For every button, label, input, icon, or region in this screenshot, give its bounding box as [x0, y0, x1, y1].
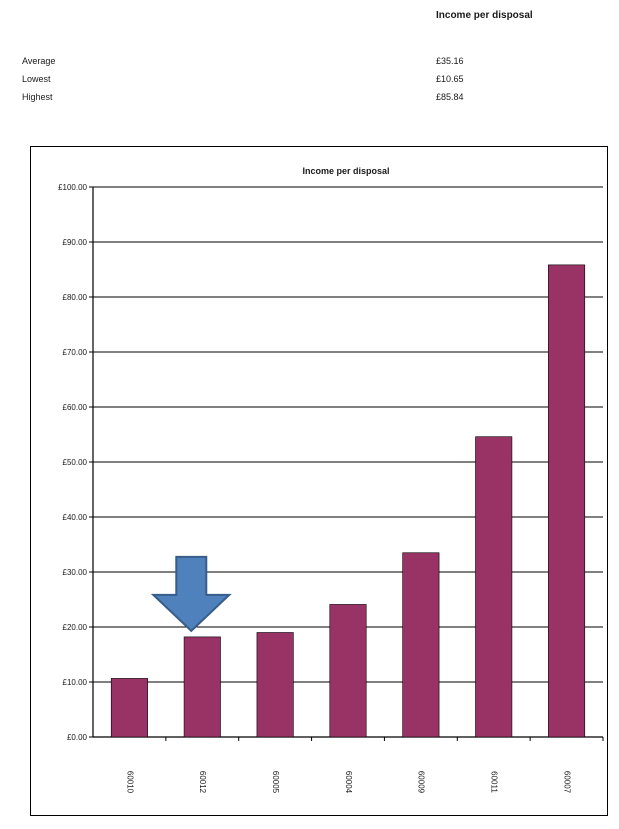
y-tick-label: £100.00	[58, 183, 87, 192]
summary-row-highest: Highest £85.84	[22, 92, 542, 108]
summary-value: £35.16	[436, 56, 464, 66]
x-tick-label: 60004	[344, 771, 353, 794]
y-tick-label: £70.00	[63, 348, 88, 357]
bar	[256, 632, 294, 738]
chart-frame: Income per disposal £0.00 £10.00 £20.00 £30.…	[30, 146, 608, 816]
bar	[548, 264, 586, 738]
y-tick-label: £0.00	[67, 733, 88, 742]
y-tick-label: £60.00	[63, 403, 88, 412]
summary-row-lowest: Lowest £10.65	[22, 74, 542, 90]
x-tick-label: 60011	[490, 771, 499, 793]
x-tick-label: 60005	[271, 771, 280, 794]
bar	[475, 436, 513, 738]
summary-row-average: Average £35.16	[22, 56, 542, 72]
y-tick-label: £20.00	[63, 623, 88, 632]
summary-value: £10.65	[436, 74, 464, 84]
summary-label: Lowest	[22, 74, 51, 84]
bar	[329, 604, 367, 738]
y-tick-label: £30.00	[63, 568, 88, 577]
y-tick-label: £90.00	[63, 238, 88, 247]
x-tick-label: 60009	[417, 771, 426, 794]
y-tick-label: £80.00	[63, 293, 88, 302]
highlight-arrow-icon	[150, 555, 232, 633]
bar	[110, 678, 148, 738]
summary-label: Highest	[22, 92, 53, 102]
summary-title: Income per disposal	[436, 10, 533, 21]
summary-label: Average	[22, 56, 56, 66]
summary-value: £85.84	[436, 92, 464, 102]
bar-chart: Income per disposal £0.00 £10.00 £20.00 £30.…	[58, 166, 604, 794]
x-tick-label: 60010	[125, 771, 134, 794]
y-tick-label: £50.00	[63, 458, 88, 467]
bar	[183, 636, 221, 738]
x-tick-label: 60007	[562, 771, 571, 794]
bar	[402, 552, 440, 738]
y-tick-label: £10.00	[63, 678, 88, 687]
chart-title: Income per disposal	[302, 166, 389, 176]
x-tick-label: 60012	[198, 771, 207, 794]
y-tick-label: £40.00	[63, 513, 88, 522]
